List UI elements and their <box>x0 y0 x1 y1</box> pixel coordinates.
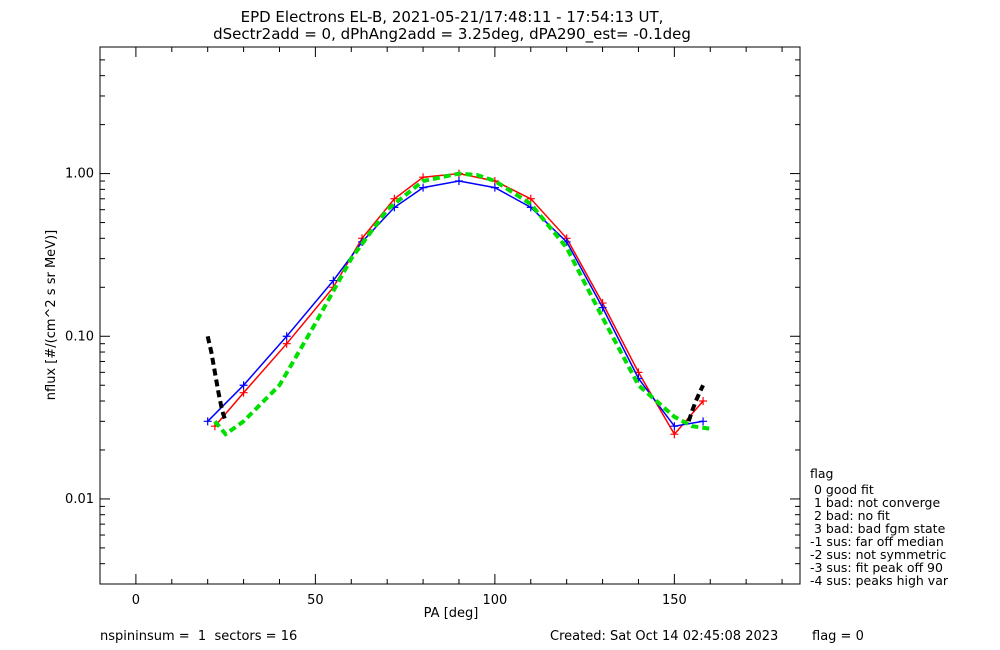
series-line <box>205 335 228 422</box>
footer-spin-info: nspininsum = 1 sectors = 16 <box>100 629 297 644</box>
legend: flag 0 good fit 1 bad: not converge 2 ba… <box>810 466 949 588</box>
data-point <box>454 177 463 186</box>
data-point <box>390 194 399 203</box>
legend-item: -1 sus: far off median <box>810 534 944 549</box>
y-axis-label: nflux [#/(cm^2 s sr MeV)] <box>44 230 59 400</box>
data-point <box>598 303 607 312</box>
x-tick-label: 0 <box>132 593 140 608</box>
data-point <box>699 396 708 405</box>
data-point <box>282 332 291 341</box>
data-point <box>490 183 499 192</box>
legend-item: -2 sus: not symmetric <box>810 547 946 562</box>
legend-item: 2 bad: no fit <box>810 508 890 523</box>
plot-area: 0 50 100 150 0.01 0.10 1.00 <box>65 46 801 608</box>
data-point <box>699 417 708 426</box>
y-tick-label: 1.00 <box>65 167 94 182</box>
series-2 <box>213 171 711 437</box>
legend-title: flag <box>810 466 833 481</box>
data-point <box>239 388 248 397</box>
legend-item: -4 sus: peaks high var <box>810 573 949 588</box>
series-line <box>214 172 704 436</box>
x-tick-label: 50 <box>307 593 324 608</box>
legend-item: -3 sus: fit peak off 90 <box>810 560 943 575</box>
legend-item: 3 bad: bad fgm state <box>810 521 946 536</box>
series-0 <box>210 169 708 439</box>
data-point <box>419 183 428 192</box>
data-point <box>670 422 679 431</box>
data-point <box>670 430 679 439</box>
legend-item: 1 bad: not converge <box>810 495 940 510</box>
data-point <box>239 381 248 390</box>
series-line <box>207 180 704 428</box>
y-tick-label: 0.01 <box>65 492 94 507</box>
series-line <box>686 384 705 422</box>
data-point <box>329 276 338 285</box>
series-1 <box>203 177 708 431</box>
series-line <box>213 171 711 437</box>
plot-frame <box>99 46 801 585</box>
series-3 <box>205 335 228 422</box>
chart-title: EPD Electrons EL-B, 2021-05-21/17:48:11 … <box>241 8 664 26</box>
legend-item: 0 good fit <box>810 482 874 497</box>
series-layer <box>203 169 711 439</box>
data-point <box>203 417 212 426</box>
x-axis-label: PA [deg] <box>424 606 479 621</box>
x-tick-label: 150 <box>662 593 687 608</box>
x-tick-label: 100 <box>482 593 507 608</box>
series-4 <box>686 384 705 422</box>
y-tick-label: 0.10 <box>65 329 94 344</box>
data-point <box>282 339 291 348</box>
footer-flag: flag = 0 <box>812 629 864 644</box>
axis-ticks: 0 50 100 150 0.01 0.10 1.00 <box>65 46 800 608</box>
chart-subtitle: dSectr2add = 0, dPhAng2add = 3.25deg, dP… <box>213 25 691 44</box>
data-point <box>526 194 535 203</box>
footer-created: Created: Sat Oct 14 02:45:08 2023 <box>550 629 778 644</box>
